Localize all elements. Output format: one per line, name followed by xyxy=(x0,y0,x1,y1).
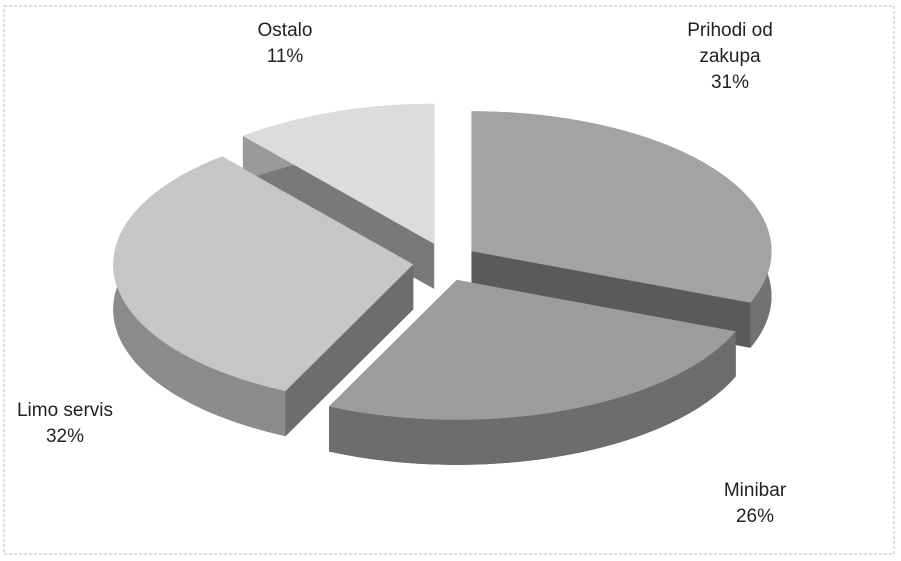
data-label: Ostalo 11% xyxy=(210,18,360,70)
value-label: 31% xyxy=(710,72,750,93)
frame xyxy=(3,5,895,555)
slice xyxy=(329,279,736,420)
category-label: Minibar xyxy=(723,480,787,501)
data-label: Minibar 26% xyxy=(680,478,830,530)
category-label: Limo servis xyxy=(16,400,114,421)
data-label: Prihodi od zakupa 31% xyxy=(655,18,805,96)
slice-outer-wall xyxy=(329,331,736,465)
slice xyxy=(471,111,772,303)
slice-radial-wall xyxy=(285,264,414,437)
data-label: Limo servis 32% xyxy=(0,398,140,450)
slice xyxy=(113,156,414,392)
slice xyxy=(242,103,435,244)
value-label: 11% xyxy=(266,46,304,67)
value-label: 32% xyxy=(45,426,85,447)
category-label: Prihodi od zakupa xyxy=(687,20,773,67)
value-label: 26% xyxy=(735,506,775,527)
category-label: Ostalo xyxy=(257,20,313,41)
